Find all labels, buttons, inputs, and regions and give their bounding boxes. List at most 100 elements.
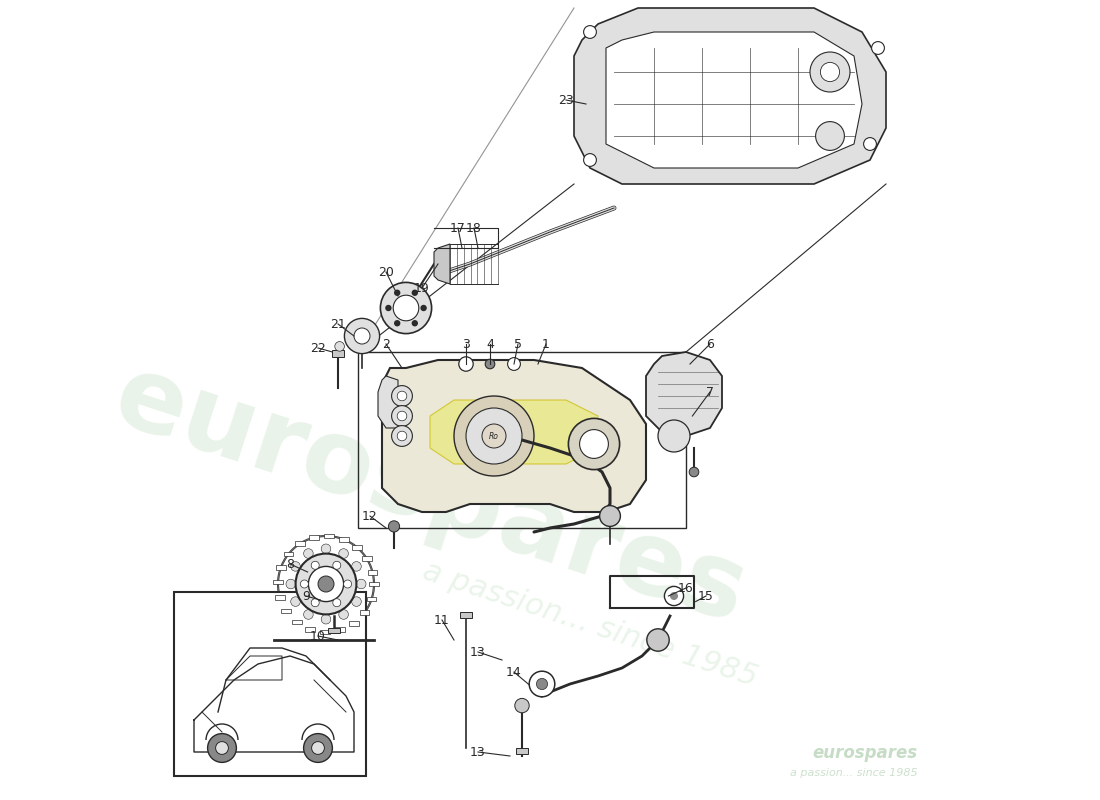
Circle shape	[647, 629, 669, 651]
Bar	[460, 612, 472, 618]
Circle shape	[670, 592, 678, 600]
Text: 3: 3	[462, 338, 470, 350]
Circle shape	[343, 580, 352, 588]
Circle shape	[394, 320, 400, 326]
Circle shape	[397, 431, 407, 441]
Circle shape	[580, 430, 608, 458]
Circle shape	[290, 562, 300, 571]
Bar	[284, 551, 294, 556]
Polygon shape	[382, 360, 646, 512]
Circle shape	[356, 579, 366, 589]
Bar	[309, 535, 319, 540]
Bar	[275, 594, 285, 599]
Circle shape	[411, 290, 418, 296]
Circle shape	[333, 562, 341, 570]
Text: 11: 11	[434, 614, 450, 626]
Bar	[292, 620, 301, 625]
Text: Ro: Ro	[490, 431, 499, 441]
Circle shape	[664, 586, 683, 606]
Circle shape	[308, 566, 343, 602]
Circle shape	[507, 358, 520, 370]
Circle shape	[216, 742, 229, 754]
Bar	[349, 621, 359, 626]
Circle shape	[311, 562, 319, 570]
Circle shape	[821, 62, 839, 82]
Circle shape	[466, 408, 522, 464]
Text: 20: 20	[378, 266, 394, 278]
Text: 2: 2	[382, 338, 389, 350]
Circle shape	[864, 138, 877, 150]
Polygon shape	[434, 244, 450, 284]
Circle shape	[318, 576, 334, 592]
Bar	[339, 537, 349, 542]
Circle shape	[381, 282, 431, 334]
Polygon shape	[430, 400, 598, 464]
Bar	[329, 628, 340, 633]
Circle shape	[333, 598, 341, 606]
Bar	[273, 580, 283, 585]
Circle shape	[354, 328, 370, 344]
Text: 6: 6	[706, 338, 714, 350]
Circle shape	[871, 42, 884, 54]
Text: 21: 21	[330, 318, 345, 330]
Bar	[324, 534, 333, 538]
Circle shape	[296, 554, 356, 614]
Circle shape	[584, 26, 596, 38]
Text: a passion... since 1985: a passion... since 1985	[791, 768, 918, 778]
Circle shape	[300, 580, 308, 588]
Circle shape	[392, 386, 412, 406]
Text: 13: 13	[470, 646, 486, 658]
Circle shape	[304, 610, 313, 619]
Polygon shape	[574, 8, 886, 184]
Bar	[276, 565, 286, 570]
Circle shape	[208, 734, 236, 762]
Text: 18: 18	[466, 222, 482, 234]
Polygon shape	[646, 352, 722, 436]
Bar	[336, 627, 345, 632]
Text: a passion... since 1985: a passion... since 1985	[419, 556, 761, 692]
Bar	[360, 610, 370, 615]
Circle shape	[334, 342, 344, 351]
Text: 8: 8	[286, 558, 294, 570]
Circle shape	[515, 698, 529, 713]
Text: 16: 16	[678, 582, 694, 594]
Text: 17: 17	[450, 222, 466, 234]
Circle shape	[304, 549, 313, 558]
Text: 5: 5	[514, 338, 522, 350]
Circle shape	[411, 320, 418, 326]
Circle shape	[311, 742, 324, 754]
Text: 13: 13	[470, 746, 486, 758]
Text: 12: 12	[362, 510, 378, 522]
Circle shape	[286, 579, 296, 589]
Circle shape	[658, 420, 690, 452]
Circle shape	[482, 424, 506, 448]
Circle shape	[810, 52, 850, 92]
Bar	[306, 627, 315, 632]
Circle shape	[600, 506, 620, 526]
Text: 4: 4	[486, 338, 494, 350]
Text: 23: 23	[558, 94, 574, 106]
Circle shape	[311, 598, 319, 606]
Circle shape	[584, 154, 596, 166]
Circle shape	[397, 411, 407, 421]
Text: 19: 19	[414, 282, 430, 294]
Text: eurospares: eurospares	[101, 346, 759, 646]
Circle shape	[290, 597, 300, 606]
Circle shape	[304, 734, 332, 762]
Text: 1: 1	[542, 338, 550, 350]
Bar	[331, 350, 344, 357]
Text: eurospares: eurospares	[813, 744, 918, 762]
Polygon shape	[606, 32, 862, 168]
Bar	[320, 630, 330, 634]
Circle shape	[394, 290, 400, 296]
Circle shape	[321, 544, 331, 554]
Circle shape	[569, 418, 619, 470]
Text: 9: 9	[302, 590, 310, 602]
Bar	[358, 352, 686, 528]
Circle shape	[385, 305, 392, 311]
Circle shape	[454, 396, 534, 476]
Circle shape	[392, 406, 412, 426]
Bar	[174, 592, 366, 776]
Text: 10: 10	[310, 630, 326, 642]
Text: 22: 22	[310, 342, 326, 354]
